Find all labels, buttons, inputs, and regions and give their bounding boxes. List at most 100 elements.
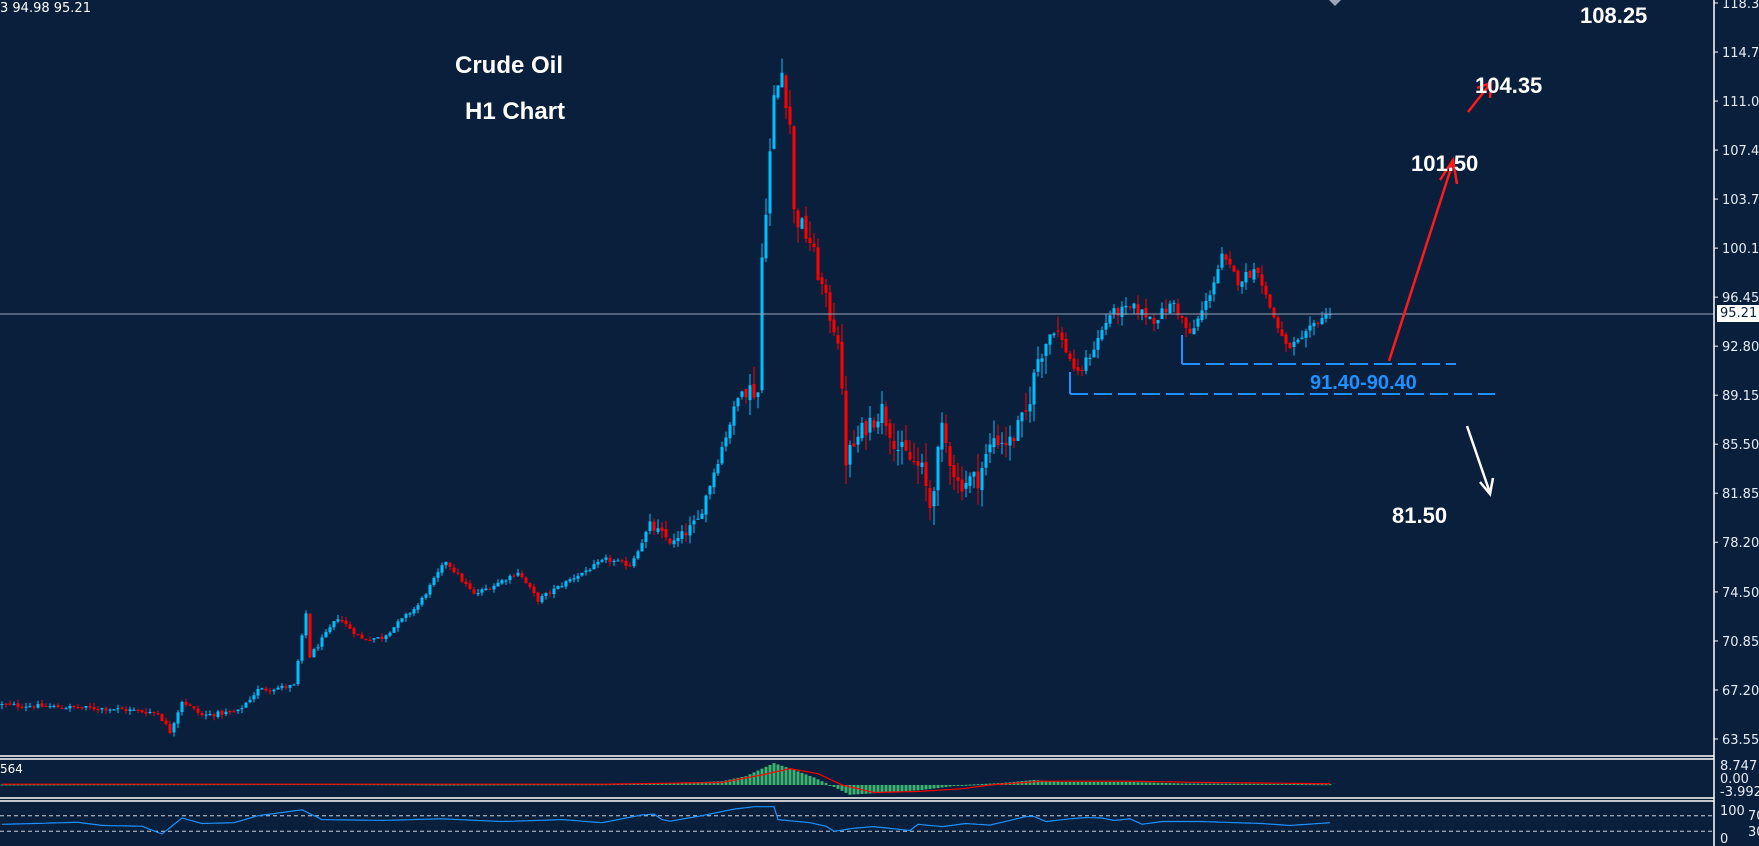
candle-body — [452, 567, 456, 573]
price-axis[interactable]: 118.35 114.70 111.05 107.40 103.75 100.10 96.4… — [1714, 0, 1759, 748]
macd-histogram-bar — [528, 784, 532, 786]
candle — [1244, 263, 1248, 290]
candle-body — [548, 592, 552, 594]
candle — [1284, 331, 1288, 352]
candle-body — [1272, 307, 1276, 318]
macd-histogram-bar — [1140, 782, 1144, 785]
candle — [548, 589, 552, 598]
macd-histogram-bar — [520, 784, 524, 786]
candle-body — [228, 711, 232, 713]
candle — [564, 580, 568, 590]
macd-histogram-bar — [1100, 781, 1104, 785]
rsi-pane: 1007030 0 — [0, 804, 1759, 846]
candle — [660, 522, 664, 539]
candle — [880, 391, 884, 435]
candle — [528, 582, 532, 590]
candle — [348, 621, 352, 630]
candle — [748, 373, 752, 416]
macd-histogram-bar — [680, 782, 684, 785]
candle-body — [532, 586, 536, 593]
macd-histogram-bar — [452, 784, 456, 786]
candle — [208, 710, 212, 716]
bullish-arrow-extension-icon — [1467, 81, 1493, 113]
scroll-marker-icon[interactable] — [1329, 0, 1341, 6]
macd-histogram-bar — [1224, 783, 1228, 785]
candle — [248, 696, 252, 704]
candle-body — [1264, 285, 1268, 295]
candle — [1004, 426, 1008, 458]
candle-body — [368, 640, 372, 642]
candle — [872, 416, 876, 432]
macd-histogram-bar — [88, 784, 92, 786]
macd-histogram-bar — [24, 784, 28, 786]
candle-body — [176, 712, 180, 724]
candle-body — [760, 257, 764, 391]
candle-body — [1048, 334, 1052, 345]
macd-histogram-bar — [440, 784, 444, 786]
macd-histogram-bar — [948, 784, 952, 787]
candle-body — [148, 711, 152, 714]
candle-body — [832, 319, 836, 333]
macd-histogram-bar — [516, 784, 520, 786]
candle — [1208, 290, 1212, 308]
candle — [952, 455, 956, 491]
macd-histogram-bar — [64, 784, 68, 786]
candle — [652, 518, 656, 535]
candle — [484, 584, 488, 591]
candle — [144, 707, 148, 717]
macd-histogram-bar — [464, 784, 468, 786]
candle — [1036, 346, 1040, 377]
candle-body — [216, 711, 220, 717]
macd-histogram-bar — [1096, 781, 1100, 785]
candle-body — [332, 621, 336, 628]
candle — [524, 576, 528, 585]
candle — [464, 578, 468, 587]
candle-body — [944, 423, 948, 444]
candle — [1092, 341, 1096, 358]
bearish-arrow-icon — [1465, 425, 1495, 497]
macd-histogram-bar — [468, 784, 472, 786]
macd-histogram-bar — [968, 784, 972, 786]
candle-body — [1044, 343, 1048, 356]
candle-body — [1184, 317, 1188, 329]
candle-body — [140, 710, 144, 713]
candle — [904, 424, 908, 452]
candle-body — [136, 709, 140, 711]
candle-body — [1012, 438, 1016, 441]
candle-body — [660, 527, 664, 531]
candle — [1168, 300, 1172, 314]
candle — [176, 709, 180, 728]
candle-body — [68, 706, 72, 709]
candle — [1028, 386, 1032, 423]
candle-body — [964, 482, 968, 489]
candle — [180, 700, 184, 716]
candle — [536, 592, 540, 605]
candle — [908, 440, 912, 462]
candle-body — [892, 440, 896, 449]
macd-histogram-bar — [676, 782, 680, 785]
candle-body — [620, 560, 624, 562]
candle — [624, 556, 628, 570]
candle — [1084, 349, 1088, 375]
candle-body — [744, 389, 748, 398]
candle — [1220, 247, 1224, 271]
target-label-1: 101.50 — [1411, 151, 1479, 176]
candle — [336, 615, 340, 624]
macd-histogram-bar — [1232, 783, 1236, 785]
candle-body — [800, 218, 804, 229]
candle-body — [872, 420, 876, 428]
candle — [452, 564, 456, 574]
candle-body — [80, 707, 84, 709]
target-label-top: 108.25 — [1580, 3, 1648, 28]
candle-body — [1152, 317, 1156, 324]
candle — [848, 440, 852, 478]
candle — [504, 579, 508, 585]
candles-layer — [0, 58, 1332, 737]
candle-body — [1208, 295, 1212, 302]
candle — [892, 423, 896, 462]
candle-body — [816, 247, 820, 280]
candle-body — [632, 558, 636, 567]
candle — [1252, 262, 1256, 283]
candle — [984, 443, 988, 476]
